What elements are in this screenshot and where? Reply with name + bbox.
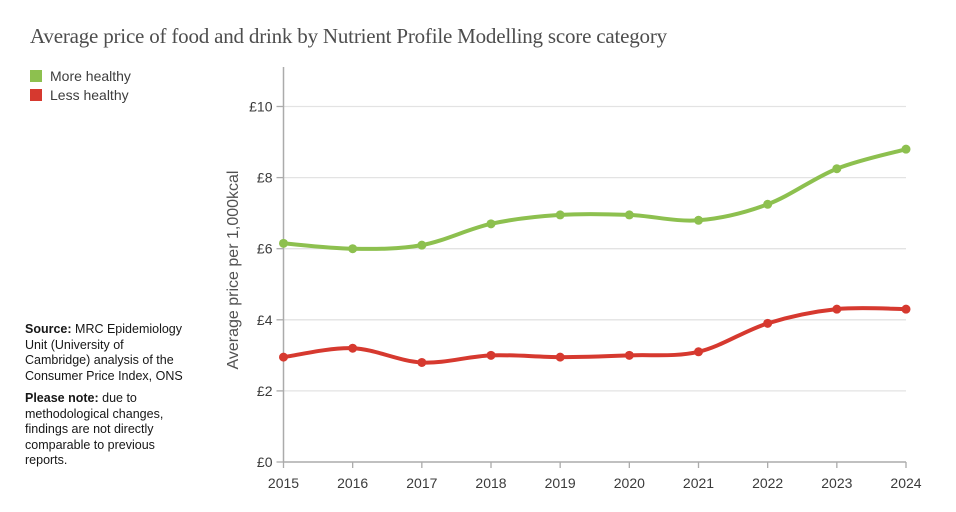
x-tick-label: 2018	[475, 475, 506, 491]
x-tick-label: 2023	[821, 475, 852, 491]
data-point-less-healthy	[901, 304, 911, 314]
x-tick-label: 2015	[268, 475, 299, 491]
data-point-more-healthy	[486, 219, 496, 229]
y-tick-label: £10	[249, 99, 273, 115]
series-line-more-healthy	[281, 147, 908, 251]
data-point-more-healthy	[832, 164, 842, 174]
data-point-less-healthy	[486, 350, 496, 360]
data-point-more-healthy	[555, 210, 565, 220]
data-point-more-healthy	[417, 240, 427, 250]
data-point-more-healthy	[763, 199, 773, 209]
legend-label: More healthy	[50, 67, 131, 84]
legend-swatch-more-healthy-icon	[30, 69, 42, 82]
data-point-more-healthy	[279, 238, 288, 248]
y-tick-label: £0	[257, 454, 273, 470]
data-point-less-healthy	[624, 350, 634, 360]
x-tick-label: 2019	[545, 475, 576, 491]
x-tick-label: 2024	[890, 475, 921, 491]
y-tick-label: £2	[257, 383, 273, 399]
y-tick-label: £4	[257, 312, 273, 328]
source-label: Source:	[25, 322, 72, 336]
series-line-less-healthy	[281, 306, 908, 365]
data-point-less-healthy	[279, 352, 288, 362]
data-point-less-healthy	[763, 318, 773, 328]
y-tick-label: £6	[257, 241, 273, 257]
data-point-less-healthy	[555, 352, 565, 362]
data-point-less-healthy	[348, 343, 358, 353]
x-tick-label: 2020	[614, 475, 645, 491]
note-paragraph: Please note: due to methodological chang…	[25, 391, 189, 469]
note-label: Please note:	[25, 391, 99, 405]
chart-title: Average price of food and drink by Nutri…	[30, 24, 667, 48]
x-tick-label: 2016	[337, 475, 368, 491]
x-tick-label: 2017	[406, 475, 437, 491]
legend-label: Less healthy	[50, 86, 129, 103]
source-paragraph: Source: MRC Epidemiology Unit (Universit…	[25, 322, 189, 384]
x-tick-label: 2022	[752, 475, 783, 491]
data-point-less-healthy	[417, 357, 427, 367]
data-point-less-healthy	[832, 304, 842, 314]
data-point-more-healthy	[694, 215, 703, 225]
source-note: Source: MRC Epidemiology Unit (Universit…	[25, 322, 189, 469]
legend-swatch-less-healthy-icon	[30, 88, 42, 101]
y-tick-label: £8	[257, 170, 273, 186]
x-tick-label: 2021	[683, 475, 714, 491]
data-point-more-healthy	[348, 244, 358, 254]
legend-item-less-healthy: Less healthy	[30, 85, 131, 104]
source-text: MRC Epidemiology Unit (University of Cam…	[25, 322, 183, 383]
data-point-more-healthy	[901, 144, 911, 154]
data-point-less-healthy	[694, 347, 703, 357]
note-text: due to methodological changes, findings …	[25, 391, 164, 467]
legend: More healthy Less healthy	[30, 66, 131, 104]
legend-item-more-healthy: More healthy	[30, 66, 131, 85]
data-point-more-healthy	[624, 210, 634, 220]
